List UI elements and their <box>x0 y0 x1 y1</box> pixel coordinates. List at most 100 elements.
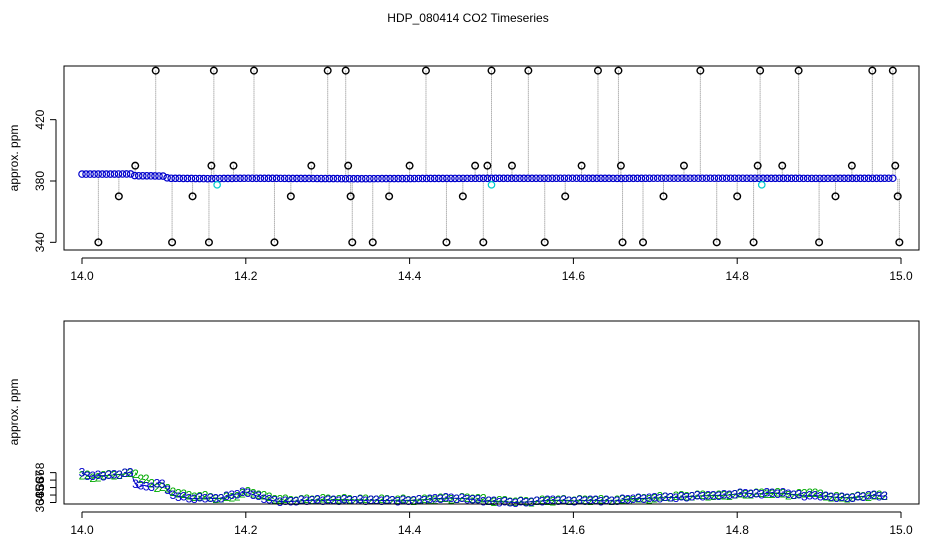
data-point <box>791 174 800 183</box>
data-point <box>730 174 739 183</box>
data-point <box>645 174 654 183</box>
data-point <box>832 174 840 183</box>
series-3-marker: 3 <box>111 468 118 482</box>
series-3-marker: 3 <box>277 495 284 509</box>
outlier-point <box>346 192 355 201</box>
data-point <box>540 174 548 183</box>
series-3-marker: 3 <box>100 469 107 483</box>
series-2-marker: 2 <box>571 494 578 508</box>
data-point <box>341 174 350 183</box>
outlier-point <box>893 192 902 201</box>
series-2-marker: 2 <box>191 490 198 504</box>
series-3-marker: 3 <box>207 491 214 505</box>
data-point <box>382 174 390 183</box>
series-3-marker: 3 <box>731 488 738 502</box>
bottom-panel-y-tick-label: 366 <box>33 477 47 497</box>
data-point <box>747 174 755 183</box>
series-3-marker: 3 <box>202 492 209 506</box>
outlier-point <box>593 66 602 75</box>
data-point <box>122 170 131 178</box>
series-2-marker: 2 <box>175 487 182 501</box>
data-point <box>301 174 309 183</box>
series-3-marker: 3 <box>475 493 482 507</box>
data-point <box>479 174 488 183</box>
data-point <box>666 174 674 183</box>
data-point <box>232 174 240 183</box>
data-point <box>678 174 686 183</box>
series-2-marker: 2 <box>325 492 332 506</box>
data-point <box>240 174 248 183</box>
series-2-marker: 2 <box>876 488 883 502</box>
outlier-point <box>270 238 279 247</box>
top-panel-x-tick-label: 14.8 <box>726 269 750 283</box>
series-3-marker: 3 <box>635 491 642 505</box>
data-point <box>220 174 228 183</box>
outlier-point <box>679 161 688 170</box>
data-point <box>147 172 155 180</box>
series-2-marker: 2 <box>480 492 487 506</box>
outlier-point <box>114 192 123 201</box>
series-2-marker: 2 <box>159 480 166 494</box>
data-point <box>779 174 788 183</box>
series-2-marker: 2 <box>464 491 471 505</box>
series-2-marker: 2 <box>330 493 337 507</box>
series-2-marker: 2 <box>453 492 460 506</box>
outlier-point <box>753 161 762 170</box>
bottom-panel-y-tick-label: 365 <box>33 485 47 505</box>
outlier-point <box>151 66 160 75</box>
data-point <box>576 174 585 183</box>
data-point <box>86 170 94 178</box>
data-point <box>455 174 463 183</box>
series-2-marker: 2 <box>828 490 835 504</box>
data-point <box>507 174 516 183</box>
series-3-marker: 3 <box>250 488 257 502</box>
data-point <box>783 174 792 183</box>
series-2-marker: 2 <box>443 491 450 505</box>
series-3-marker: 3 <box>865 488 872 502</box>
outlier-point <box>421 66 430 75</box>
series-2-line <box>85 472 877 503</box>
series-3-marker: 3 <box>261 492 268 506</box>
series-3-marker: 3 <box>480 495 487 509</box>
series-3-marker: 3 <box>828 490 835 504</box>
series-3-marker: 3 <box>801 489 808 503</box>
series-3-marker: 3 <box>855 490 862 504</box>
outlier-point <box>794 66 803 75</box>
data-point <box>722 174 731 183</box>
series-3-marker: 3 <box>84 469 91 483</box>
series-3-marker: 3 <box>705 488 712 502</box>
series-3-marker: 3 <box>432 491 439 505</box>
series-3-marker: 3 <box>335 494 342 508</box>
series-3-marker: 3 <box>357 493 364 507</box>
data-point <box>134 171 143 180</box>
series-2-marker: 2 <box>780 487 787 501</box>
data-point <box>848 174 857 183</box>
data-point <box>698 174 707 183</box>
series-2-marker: 2 <box>287 493 294 507</box>
outlier-point <box>749 238 758 247</box>
series-3-marker: 3 <box>533 494 540 508</box>
series-2-marker: 2 <box>764 487 771 501</box>
series-3-marker: 3 <box>785 487 792 501</box>
series-2-marker: 2 <box>667 491 674 505</box>
series-2-marker: 2 <box>731 487 738 501</box>
outlier-point <box>209 66 218 75</box>
data-point <box>584 174 593 183</box>
series-3-marker: 3 <box>426 492 433 506</box>
series-2-marker: 2 <box>790 488 797 502</box>
series-3-line <box>81 471 885 504</box>
series-3-marker: 3 <box>223 489 230 503</box>
outlier-point <box>249 66 258 75</box>
series-3-marker: 3 <box>651 491 658 505</box>
data-point <box>856 174 865 183</box>
series-2-marker: 2 <box>250 486 257 500</box>
series-2-marker: 2 <box>689 490 696 504</box>
series-3-marker: 3 <box>448 491 455 505</box>
outlier-point <box>831 192 840 201</box>
series-2-marker: 2 <box>303 492 310 506</box>
series-3-marker: 3 <box>715 489 722 503</box>
data-point <box>601 174 609 183</box>
data-point <box>228 174 236 183</box>
series-2-marker: 2 <box>352 493 359 507</box>
outlier-point <box>229 161 238 170</box>
